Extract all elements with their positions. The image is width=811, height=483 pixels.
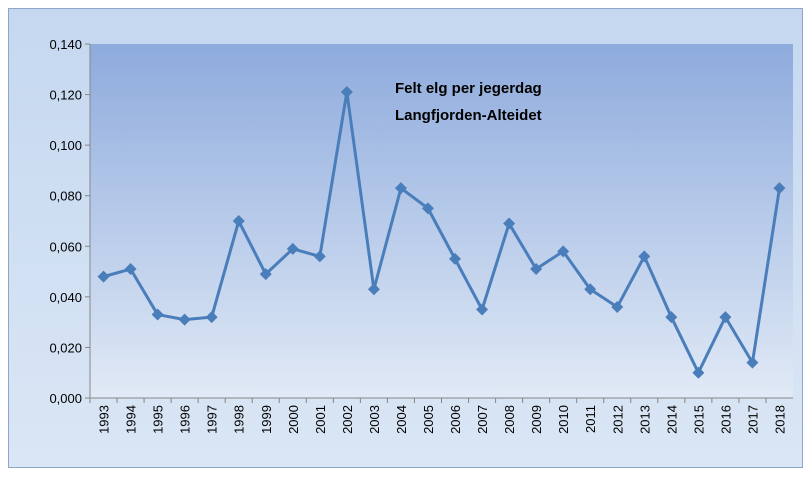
y-tick-label: 0,100 <box>49 138 82 153</box>
marker <box>476 303 489 316</box>
y-tick-label: 0,080 <box>49 189 82 204</box>
x-tick-label: 2011 <box>583 405 598 433</box>
x-tick-label: 1998 <box>232 405 247 434</box>
marker <box>638 250 651 263</box>
x-tick-label: 2006 <box>448 405 463 434</box>
x-tick-label: 1999 <box>259 405 274 434</box>
chart-subtitle: Langfjorden-Alteidet <box>395 107 542 124</box>
marker <box>205 311 218 324</box>
x-tick-label: 2010 <box>556 405 571 434</box>
line-series <box>103 90 781 375</box>
plot-area <box>90 44 793 398</box>
y-tick-label: 0,140 <box>49 37 82 52</box>
x-tick-label: 2013 <box>637 405 652 434</box>
marker <box>746 356 759 369</box>
x-tick-label: 2008 <box>502 405 517 434</box>
marker <box>584 283 597 296</box>
y-tick-label: 0,020 <box>49 340 82 355</box>
chart-title: Felt elg per jegerdag <box>395 80 542 97</box>
x-tick-label: 2005 <box>421 405 436 434</box>
marker <box>232 215 245 227</box>
y-tick-label: 0,120 <box>49 88 82 103</box>
x-tick-label: 2001 <box>313 405 328 434</box>
y-tick-label: 0,060 <box>49 239 82 254</box>
marker <box>151 308 164 321</box>
marker <box>665 311 678 324</box>
marker <box>259 268 272 281</box>
marker <box>313 250 326 263</box>
y-tick-label: 0,000 <box>49 391 82 406</box>
x-tick-label: 1994 <box>124 405 139 434</box>
marker <box>449 252 462 265</box>
x-tick-label: 2002 <box>340 405 355 434</box>
x-tick-label: 1996 <box>178 405 193 434</box>
marker <box>367 283 380 296</box>
x-tick-label: 2003 <box>367 405 382 434</box>
marker <box>394 182 407 195</box>
marker <box>340 86 353 99</box>
marker <box>178 313 191 326</box>
marker <box>421 202 434 215</box>
x-tick-label: 2012 <box>610 405 625 434</box>
marker <box>719 311 732 324</box>
x-tick-label: 2004 <box>394 405 409 434</box>
x-tick-label: 1993 <box>97 405 112 434</box>
marker <box>557 245 570 258</box>
x-tick-label: 1997 <box>205 405 220 434</box>
marker <box>286 242 299 255</box>
marker <box>97 270 110 283</box>
x-tick-label: 2009 <box>529 405 544 434</box>
x-tick-label: 2007 <box>475 405 490 434</box>
x-tick-label: 2014 <box>664 405 679 434</box>
x-tick-label: 2015 <box>691 405 706 434</box>
marker <box>503 217 516 230</box>
marker <box>124 263 137 276</box>
marker <box>611 300 624 313</box>
marker <box>773 182 786 195</box>
x-tick-label: 2018 <box>772 405 787 434</box>
x-tick-label: 2000 <box>286 405 301 434</box>
marker <box>692 366 705 379</box>
x-tick-label: 1995 <box>151 405 166 434</box>
y-tick-label: 0,040 <box>49 290 82 305</box>
x-tick-label: 2016 <box>718 405 733 434</box>
x-tick-label: 2017 <box>745 405 760 434</box>
marker <box>530 263 543 276</box>
